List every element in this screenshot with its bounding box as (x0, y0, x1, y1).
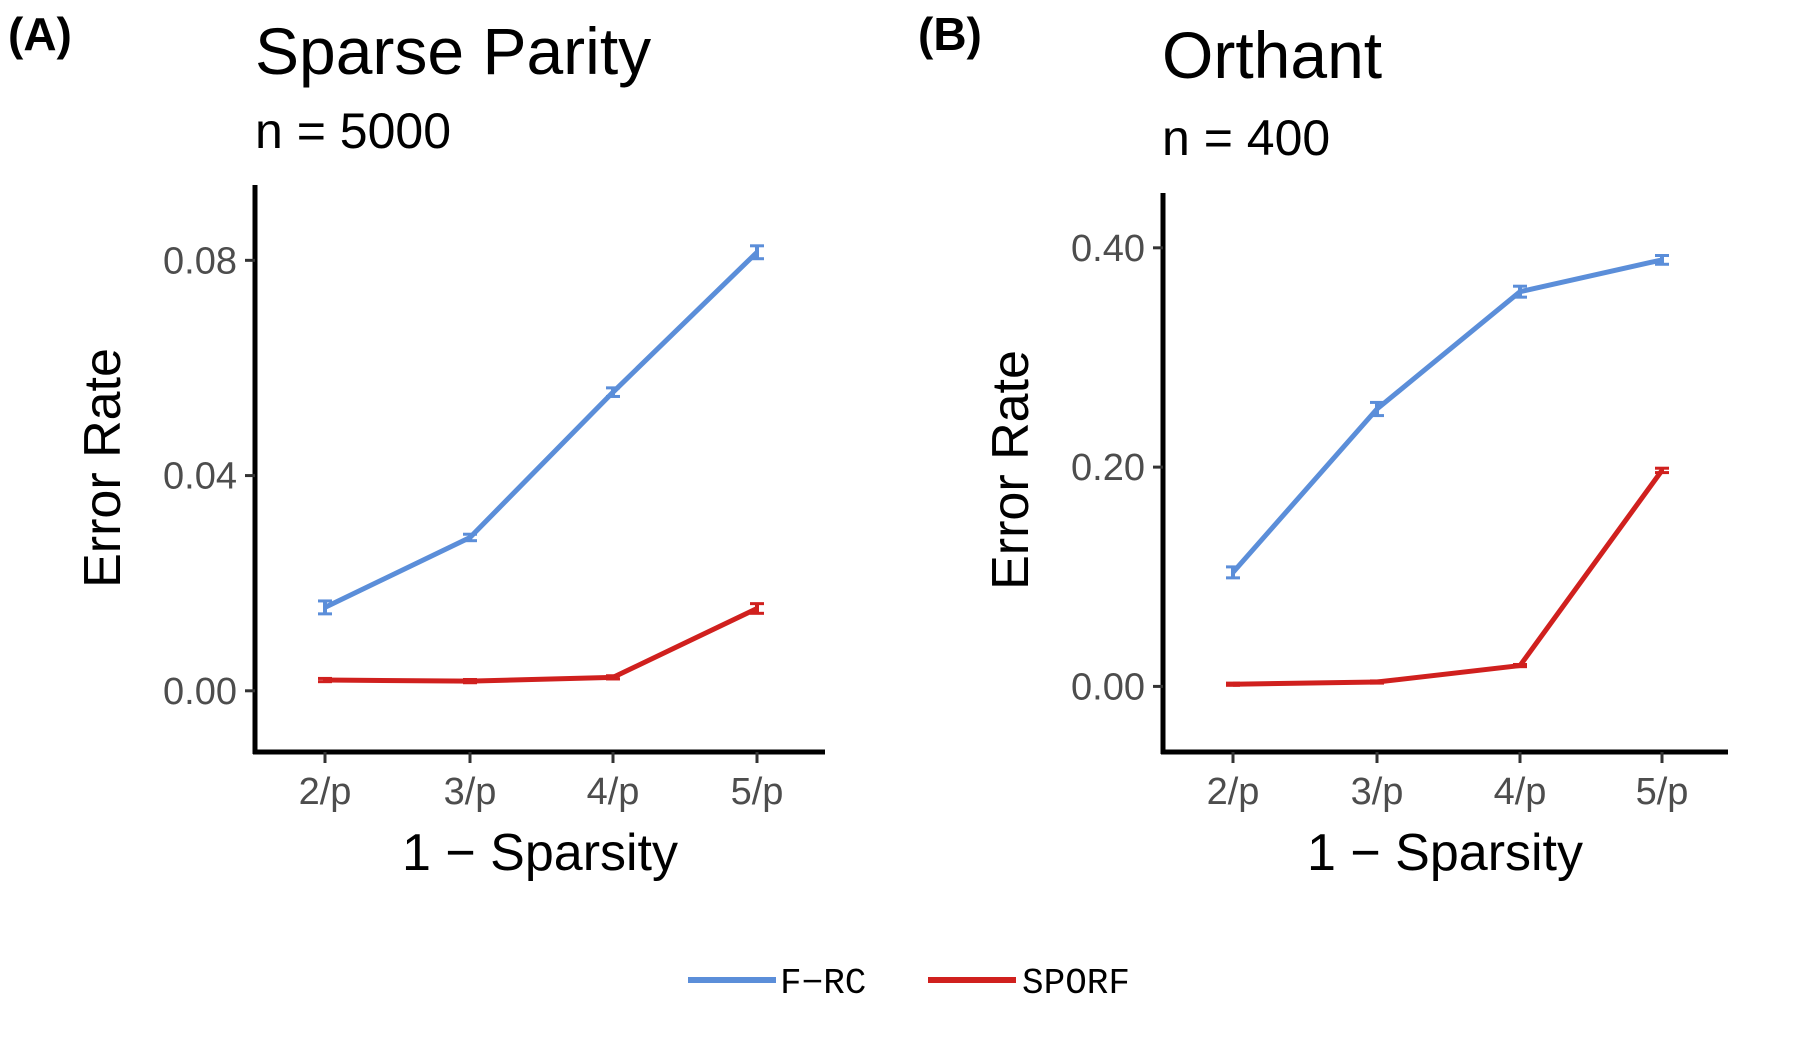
y-tick-label: 0.00 (163, 671, 237, 713)
series-line-sporf (1232, 468, 1665, 687)
series-line-f-rc (323, 250, 759, 610)
panel-b: (B) Orthant n = 400 Error Rate 1 − Spars… (918, 8, 1728, 882)
y-axis-title: Error Rate (74, 348, 132, 588)
error-bar-f-rc (750, 244, 764, 261)
error-bar-f-rc (1513, 284, 1527, 299)
x-tick-label: 4/p (1494, 771, 1547, 813)
x-tick-label: 2/p (1207, 771, 1260, 813)
chart-subtitle: n = 5000 (255, 103, 451, 159)
series-line-f-rc (1231, 257, 1663, 575)
plot-area: 0.00 0.04 0.08 2/p 3/p 4/p 5/p (163, 185, 825, 813)
y-tick-label: 0.20 (1071, 447, 1145, 489)
plot-area: 0.00 0.20 0.40 2/p 3/p 4/p 5/p (1071, 193, 1728, 813)
panel-a: (A) Sparse Parity n = 5000 Error Rate 1 … (8, 8, 825, 882)
error-bar-sporf (606, 674, 620, 681)
x-tick-label: 2/p (299, 771, 352, 813)
chart-title: Sparse Parity (255, 14, 651, 88)
x-tick-label: 3/p (1351, 771, 1404, 813)
error-bar-f-rc (1370, 400, 1384, 418)
legend-label-f-rc: F−RC (780, 963, 866, 1004)
y-axis-title: Error Rate (982, 350, 1040, 590)
y-tick-label: 0.08 (163, 240, 237, 282)
error-bar-sporf (1655, 466, 1669, 475)
error-bar-f-rc (1655, 253, 1669, 266)
legend-label-sporf: SPORF (1022, 963, 1130, 1004)
y-tick-label: 0.40 (1071, 228, 1145, 270)
x-tick-label: 5/p (1636, 771, 1689, 813)
panel-label: (B) (918, 8, 982, 60)
error-bar-sporf (750, 602, 764, 615)
x-tick-label: 5/p (731, 771, 784, 813)
x-tick-label: 4/p (587, 771, 640, 813)
x-tick-label: 3/p (444, 771, 497, 813)
error-bar-f-rc (463, 532, 477, 543)
y-tick-label: 0.00 (1071, 666, 1145, 708)
x-axis-title: 1 − Sparsity (402, 824, 678, 882)
y-tick-label: 0.04 (163, 456, 237, 498)
chart-subtitle: n = 400 (1162, 110, 1330, 166)
chart-title: Orthant (1162, 18, 1382, 92)
error-bar-sporf (1226, 681, 1240, 687)
error-bar-f-rc (318, 599, 332, 616)
error-bar-f-rc (606, 386, 620, 398)
series-line-sporf (324, 606, 759, 684)
error-bar-sporf (1370, 679, 1384, 685)
panel-label: (A) (8, 8, 72, 60)
error-bar-sporf (318, 676, 332, 684)
error-bar-f-rc (1226, 565, 1240, 580)
legend: F−RC SPORF (688, 963, 1130, 1004)
error-bar-sporf (1513, 662, 1527, 669)
x-axis-title: 1 − Sparsity (1307, 824, 1583, 882)
error-bar-sporf (463, 678, 477, 685)
